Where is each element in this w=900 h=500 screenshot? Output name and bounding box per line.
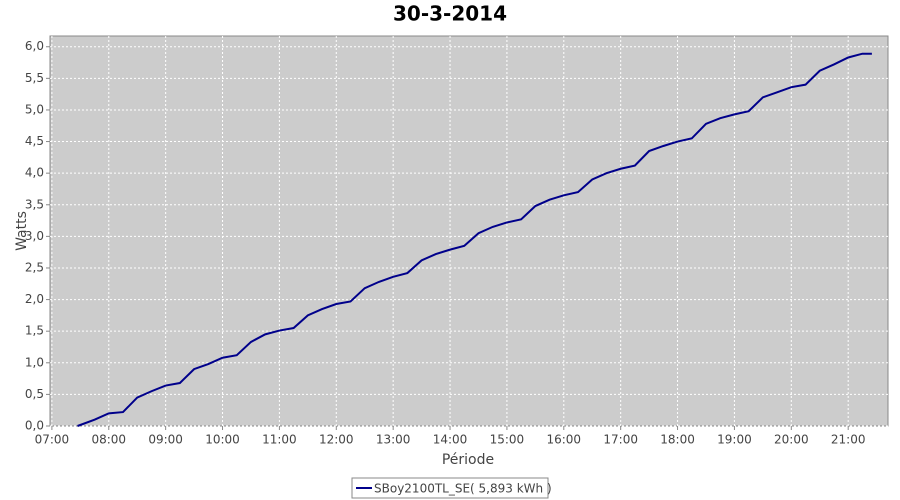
legend-label: SBoy2100TL_SE( 5,893 kWh ) (374, 482, 552, 496)
x-tick-label: 18:00 (660, 433, 695, 447)
x-tick-label: 13:00 (376, 433, 411, 447)
x-tick-label: 11:00 (262, 433, 297, 447)
y-tick-label: 2,5 (25, 260, 44, 274)
y-tick-label: 1,0 (25, 355, 44, 369)
x-tick-label: 07:00 (35, 433, 70, 447)
y-tick-label: 3,5 (25, 197, 44, 211)
chart-title: 30-3-2014 (393, 2, 507, 26)
line-series (77, 52, 872, 427)
x-axis-title: Période (442, 452, 494, 468)
y-axis-title: Watts (14, 211, 30, 251)
y-tick-label: 4,0 (25, 166, 44, 180)
y-tick-label: 5,0 (25, 102, 44, 116)
y-tick-label: 0,5 (25, 387, 44, 401)
x-tick-label: 21:00 (831, 433, 866, 447)
y-tick-label: 1,5 (25, 324, 44, 338)
legend (351, 477, 549, 499)
x-tick-label: 14:00 (433, 433, 468, 447)
y-tick-label: 2,0 (25, 292, 44, 306)
x-tick-label: 19:00 (717, 433, 752, 447)
x-tick-label: 10:00 (205, 433, 240, 447)
y-tick-label: 6,0 (25, 39, 44, 53)
x-tick-label: 09:00 (148, 433, 183, 447)
y-tick-label: 4,5 (25, 134, 44, 148)
y-tick-label: 5,5 (25, 71, 44, 85)
x-tick-label: 15:00 (490, 433, 525, 447)
x-tick-label: 16:00 (546, 433, 581, 447)
x-tick-label: 17:00 (603, 433, 638, 447)
plot-area (49, 35, 889, 427)
y-tick-label: 0,0 (25, 419, 44, 433)
x-tick-label: 12:00 (319, 433, 354, 447)
x-tick-label: 20:00 (774, 433, 809, 447)
x-tick-label: 08:00 (91, 433, 126, 447)
y-tick-label: 3,0 (25, 229, 44, 243)
